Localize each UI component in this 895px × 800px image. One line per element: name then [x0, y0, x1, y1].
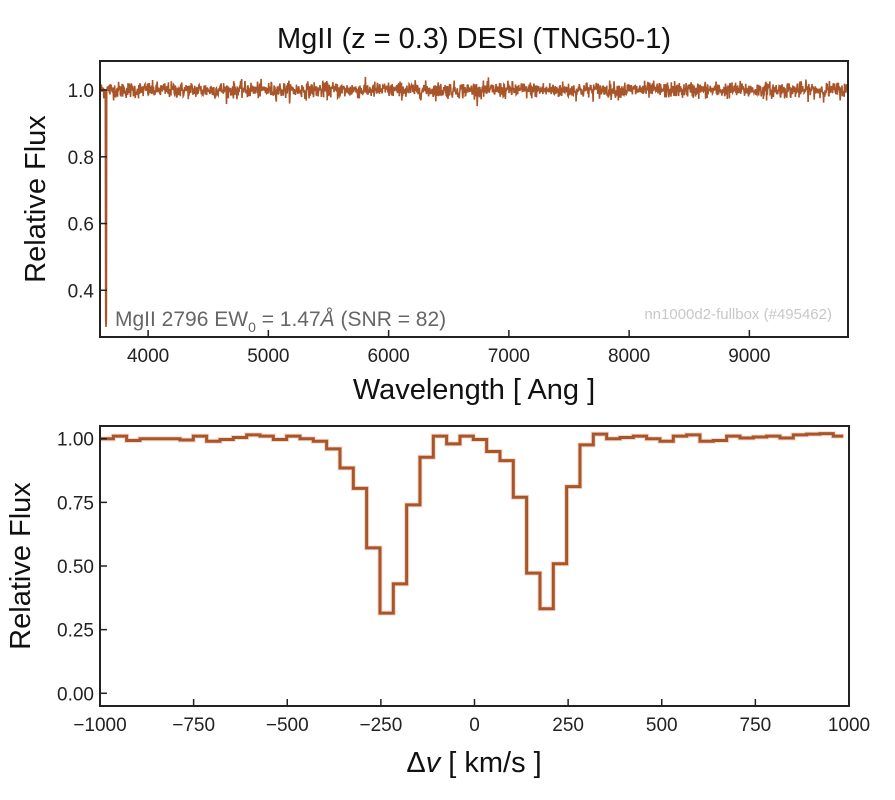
y-tick-label: 0.75 [57, 493, 94, 514]
y-tick-label: 0.25 [57, 621, 94, 642]
top-ylabel: Relative Flux [20, 115, 52, 283]
top-xlabel: Wavelength [ Ang ] [353, 374, 595, 406]
spectrum-panel: 4000 5000 6000 7000 8000 9000 0.4 0.6 0.8 1.0 MgI… [20, 60, 849, 406]
chart-title: MgII (z = 0.3) DESI (TNG50-1) [277, 23, 671, 55]
spectrum-line-group [99, 76, 849, 328]
spectrum-line [99, 76, 849, 328]
top-ticks: 4000 5000 6000 7000 8000 9000 0.4 0.6 0.8 1.0 [68, 81, 771, 367]
x-tick-label: 1000 [828, 715, 870, 736]
x-tick-label: 4000 [127, 346, 169, 367]
y-tick-label: 0.6 [68, 215, 94, 236]
top-axes-frame [99, 60, 849, 338]
x-tick-label: 0 [469, 715, 480, 736]
ew-unit: Å [319, 308, 335, 331]
ew-subscript: 0 [248, 319, 256, 335]
y-tick-label: 1.0 [68, 81, 94, 102]
x-tick-label: 7000 [488, 346, 530, 367]
velocity-line-group [100, 431, 844, 616]
x-tick-label: −500 [266, 715, 309, 736]
y-tick-label: 0.8 [68, 148, 94, 169]
x-tick-label: 5000 [247, 346, 289, 367]
xlabel-delta: Δ [406, 747, 425, 779]
x-tick-label: 750 [740, 715, 772, 736]
velocity-step-halo [100, 431, 844, 616]
y-tick-label: 0.4 [68, 281, 95, 302]
bottom-ylabel: Relative Flux [5, 482, 37, 650]
velocity-step-line [100, 432, 844, 615]
ew-snr: (SNR = 82) [335, 308, 446, 331]
y-tick-label: 0.00 [57, 684, 94, 705]
x-tick-label: −750 [172, 715, 215, 736]
xlabel-var: v [426, 747, 442, 779]
x-tick-label: 6000 [367, 346, 409, 367]
run-label: nn1000d2-fullbox (#495462) [644, 306, 832, 323]
x-tick-label: 500 [646, 715, 678, 736]
bottom-xlabel: Δv [ km/s ] [406, 747, 541, 779]
x-tick-label: −1000 [73, 715, 126, 736]
bottom-ticks: −1000 −750 −500 −250 0 250 500 750 1000 0.00 0.25 0… [57, 430, 870, 736]
velocity-panel: −1000 −750 −500 −250 0 250 500 750 1000 0.00 0.25 0… [5, 425, 870, 779]
xlabel-unit: [ km/s ] [440, 747, 542, 779]
ew-annotation: MgII 2796 EW0 = 1.47Å (SNR = 82) [115, 308, 446, 335]
x-tick-label: 250 [552, 715, 584, 736]
y-tick-label: 0.50 [57, 557, 94, 578]
ew-prefix: MgII 2796 EW [115, 308, 248, 331]
x-tick-label: −250 [359, 715, 402, 736]
ew-value: = 1.47 [256, 308, 321, 331]
y-tick-label: 1.00 [57, 430, 94, 451]
x-tick-label: 8000 [608, 346, 650, 367]
bottom-axes-frame [99, 425, 850, 707]
x-tick-label: 9000 [728, 346, 770, 367]
